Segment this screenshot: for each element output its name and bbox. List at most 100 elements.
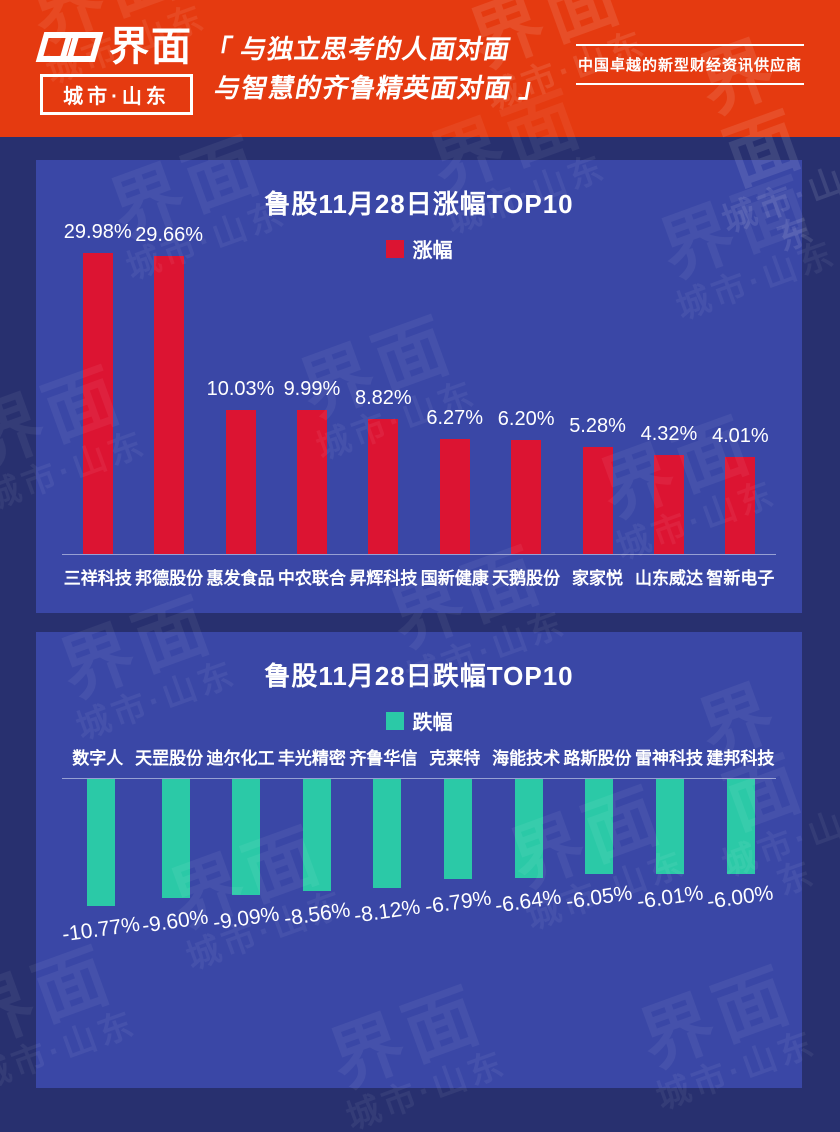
- bar-column: -8.56%: [282, 779, 353, 931]
- category-row: 三祥科技 邦德股份 惠发食品 中农联合 昇辉科技 国新健康 天鹅股份 家家悦 山东威达 智新电子: [62, 564, 776, 589]
- chart-legend: 涨幅: [36, 234, 802, 263]
- category-label: 建邦科技: [706, 749, 775, 768]
- bar: [373, 779, 402, 888]
- bar-column: -6.64%: [493, 779, 564, 918]
- bar: [302, 779, 331, 891]
- value-label: 4.32%: [640, 423, 698, 445]
- category-label: 海能技术: [492, 749, 561, 768]
- value-label: 4.01%: [712, 425, 769, 447]
- value-label: -6.01%: [635, 881, 705, 914]
- category-label: 惠发食品: [206, 569, 275, 588]
- category-label: 丰光精密: [277, 749, 346, 768]
- slogan-line-2: 与智慧的齐鲁精英面对面 」: [212, 73, 550, 103]
- slogan: 「 与独立思考的人面对面 与智慧的齐鲁精英面对面 」: [195, 30, 557, 108]
- category-label: 山东威达: [634, 569, 703, 588]
- value-label: 9.99%: [283, 378, 341, 400]
- bar-column: -6.01%: [635, 779, 706, 914]
- bar-column: 4.32%: [633, 160, 704, 554]
- category-label: 克莱特: [429, 749, 481, 768]
- category-label: 数字人: [72, 749, 124, 768]
- bar-column: -6.00%: [705, 779, 776, 914]
- bar-column: 6.27%: [419, 160, 490, 554]
- category-row: 数字人 天罡股份 迪尔化工 丰光精密 齐鲁华信 克莱特 海能技术 路斯股份 雷神科技 建邦科技: [62, 744, 776, 769]
- bar-column: 6.20%: [490, 160, 561, 554]
- category-label: 昇辉科技: [349, 569, 418, 588]
- bar-column: 5.28%: [562, 160, 633, 554]
- bar: [161, 779, 190, 898]
- bar: [725, 457, 756, 554]
- bar-column: -6.79%: [423, 779, 494, 919]
- value-label: -9.60%: [140, 905, 211, 938]
- legend-swatch: [385, 711, 404, 730]
- category-label: 中农联合: [277, 569, 346, 588]
- category-label: 齐鲁华信: [349, 749, 418, 768]
- value-label: 29.98%: [63, 221, 132, 243]
- bar: [511, 440, 542, 554]
- tagline: 中国卓越的新型财经资讯供应商: [575, 44, 804, 85]
- bar: [444, 779, 473, 879]
- value-label: -8.12%: [352, 895, 422, 928]
- value-label: -9.09%: [211, 902, 281, 935]
- bar-column: -8.12%: [352, 779, 423, 928]
- bar-column: -10.77%: [61, 779, 141, 946]
- bar-column: -9.60%: [140, 779, 211, 938]
- bar-column: 9.99%: [276, 160, 347, 554]
- legend-label: 跌幅: [412, 712, 453, 734]
- category-label: 天鹅股份: [492, 569, 561, 588]
- bar-column: 10.03%: [205, 160, 276, 554]
- bar: [296, 410, 327, 554]
- bar-column: 8.82%: [348, 160, 419, 554]
- category-label: 雷神科技: [634, 749, 703, 768]
- chart-title: 鲁股11月28日跌幅TOP10: [264, 661, 574, 691]
- category-label: 迪尔化工: [206, 749, 275, 768]
- bar-column: -6.05%: [564, 779, 635, 914]
- bar: [225, 410, 256, 554]
- value-label: 8.82%: [354, 387, 412, 409]
- category-label: 天罡股份: [135, 749, 204, 768]
- chart-title: 鲁股11月28日涨幅TOP10: [264, 189, 574, 219]
- bar: [87, 779, 116, 906]
- chart-legend: 跌幅: [36, 706, 802, 735]
- bar: [439, 439, 470, 554]
- value-label: 5.28%: [569, 415, 626, 437]
- bar-column: 4.01%: [705, 160, 776, 554]
- category-label: 路斯股份: [563, 749, 632, 768]
- category-label: 三祥科技: [63, 569, 132, 588]
- value-label: -6.79%: [423, 886, 493, 919]
- bar: [582, 447, 613, 554]
- legend-swatch: [385, 239, 404, 258]
- slogan-line-1: 「 与独立思考的人面对面: [202, 34, 514, 64]
- bar-column: -9.09%: [211, 779, 282, 935]
- jiemian-logo-icon: [35, 32, 104, 62]
- category-label: 家家悦: [572, 569, 624, 588]
- losers-chart-panel: 鲁股11月28日跌幅TOP10 跌幅 数字人 天罡股份 迪尔化工 丰光精密 齐鲁华信 克莱…: [36, 632, 802, 1088]
- bar: [585, 779, 614, 874]
- category-label: 邦德股份: [135, 569, 204, 588]
- brand-name: 界面: [109, 25, 193, 69]
- plot-area: -10.77% -9.60% -9.09% -8.56% -8.12% -6.79% -6.…: [61, 778, 776, 1029]
- bar: [232, 779, 261, 895]
- value-label: -8.56%: [282, 898, 352, 931]
- value-label: 6.20%: [497, 408, 555, 430]
- value-label: -6.64%: [494, 885, 564, 918]
- legend-label: 涨幅: [412, 240, 453, 262]
- brand-subtitle: 城市·山东: [40, 74, 193, 115]
- bar: [154, 256, 185, 554]
- bar: [726, 779, 755, 874]
- value-label: 29.66%: [135, 224, 204, 246]
- bar: [656, 779, 685, 874]
- jiemian-logo: 界面 城市·山东: [35, 25, 193, 115]
- value-label: 10.03%: [206, 378, 275, 400]
- gainers-chart-panel: 鲁股11月28日涨幅TOP10 涨幅 29.98% 29.66% 10.03% 9.9…: [36, 160, 802, 613]
- bar-column: 29.98%: [62, 160, 133, 554]
- value-label: -10.77%: [60, 912, 142, 947]
- category-label: 国新健康: [420, 569, 489, 588]
- bar-column: 29.66%: [133, 160, 204, 554]
- category-label: 智新电子: [706, 569, 775, 588]
- bar: [368, 419, 399, 554]
- bar: [82, 253, 113, 554]
- bar: [514, 779, 543, 878]
- bar: [653, 455, 684, 554]
- value-label: -6.00%: [706, 881, 776, 914]
